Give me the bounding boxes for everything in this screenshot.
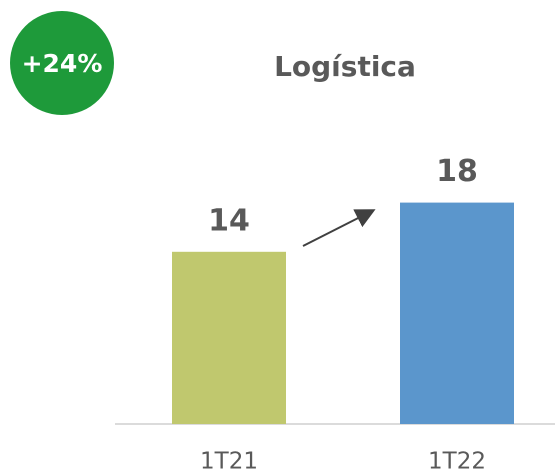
bar xyxy=(172,251,286,424)
value-label: 14 xyxy=(208,203,250,238)
x-tick-label: 1T22 xyxy=(428,449,486,474)
x-tick-label: 1T21 xyxy=(200,449,258,474)
value-label: 18 xyxy=(436,154,478,189)
badge xyxy=(10,11,114,115)
trend-arrow xyxy=(302,209,376,247)
badge-label: +24% xyxy=(22,49,103,78)
chart-title: Logística xyxy=(274,50,416,83)
bar xyxy=(400,202,514,424)
